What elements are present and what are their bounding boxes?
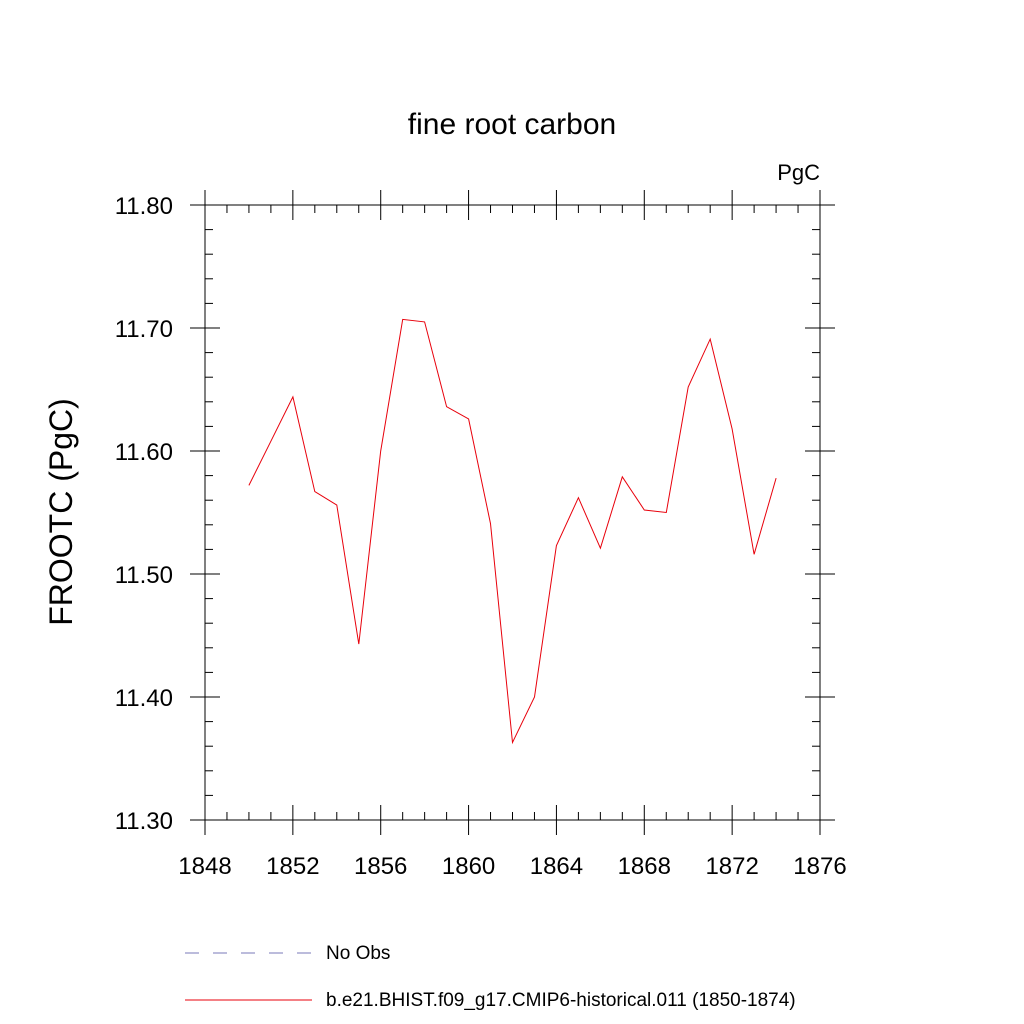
series-line-0: [248, 318, 777, 745]
x-tick-label: 1852: [266, 853, 319, 880]
y-tick-label: 11.70: [115, 316, 173, 343]
units-label: PgC: [777, 160, 820, 185]
y-tick-label: 11.50: [115, 562, 173, 589]
y-tick-label: 11.80: [115, 193, 173, 220]
y-tick-label: 11.60: [115, 439, 173, 466]
y-tick-label: 11.40: [115, 685, 173, 712]
chart-title: fine root carbon: [408, 108, 616, 141]
y-axis-label: FROOTC (PgC): [43, 398, 79, 626]
x-tick-label: 1856: [354, 853, 407, 880]
x-tick-label: 1860: [442, 853, 495, 880]
plot-frame: [204, 204, 821, 821]
x-tick-label: 1864: [530, 853, 583, 880]
x-tick-label: 1872: [705, 853, 758, 880]
y-tick-labels: 11.30 11.40 11.50 11.60 11.70 11.80: [115, 193, 173, 835]
legend-label-model: b.e21.BHIST.f09_g17.CMIP6-historical.011…: [326, 990, 796, 1011]
legend-label-no-obs: No Obs: [326, 943, 390, 964]
series-group: [248, 318, 777, 745]
x-tick-label: 1876: [793, 853, 846, 880]
x-tick-labels: 1848 1852 1856 1860 1864 1868 1872 1876: [178, 853, 846, 880]
legend: No Obs b.e21.BHIST.f09_g17.CMIP6-histori…: [185, 943, 796, 1011]
x-tick-label: 1848: [178, 853, 231, 880]
x-tick-label: 1868: [618, 853, 671, 880]
y-tick-label: 11.30: [115, 808, 173, 835]
axis-ticks: [190, 190, 835, 835]
